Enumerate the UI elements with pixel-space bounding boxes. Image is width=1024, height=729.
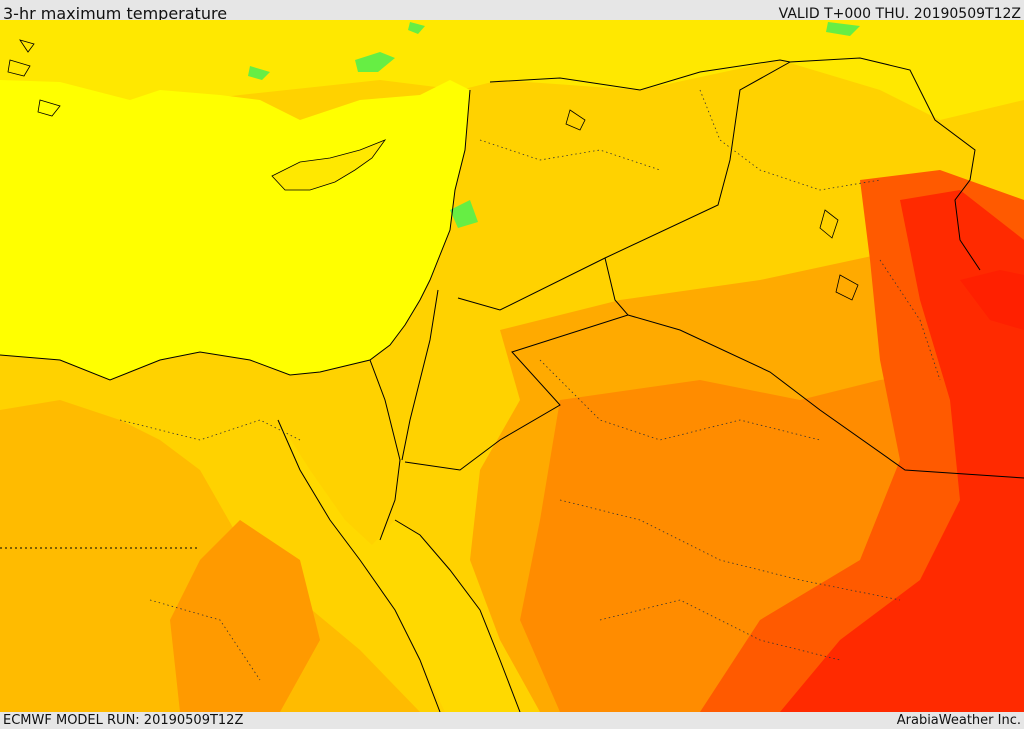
province-borders (119, 89, 941, 681)
coastline-east-med (0, 89, 471, 381)
persian-gulf (960, 270, 1024, 330)
coastline-red-sea-west (277, 419, 441, 712)
credit-label: ArabiaWeather Inc. (896, 713, 1021, 728)
red-sea (278, 420, 520, 712)
map-title: 3-hr maximum temperature (3, 4, 228, 23)
green-patch-3 (408, 22, 425, 34)
green-patch-4 (826, 22, 860, 36)
green-patch-1 (355, 52, 395, 72)
egypt-hot-patch (170, 520, 320, 712)
gulf-extreme (780, 190, 1024, 712)
aegean-islands (7, 39, 859, 301)
border-egypt-israel (369, 359, 401, 541)
cyprus-island (271, 139, 387, 191)
coastline-red-sea-east (394, 519, 521, 712)
green-patch-5 (450, 200, 478, 228)
border-jordan-valley (401, 289, 439, 461)
borders-layer (0, 57, 1024, 712)
north-land-cool (0, 20, 1024, 120)
border-jordan (404, 257, 629, 471)
top-bar: 3-hr maximum temperature VALID T+000 THU… (0, 0, 1024, 23)
valid-time: VALID T+000 THU. 20190509T12Z (778, 6, 1021, 22)
border-iraq-iran (789, 57, 981, 271)
border-saudi-iraq (627, 314, 1024, 479)
green-patch-2 (248, 66, 270, 80)
bottom-bar: ECMWF MODEL RUN: 20190509T12Z ArabiaWeat… (0, 712, 1024, 729)
model-run-label: ECMWF MODEL RUN: 20190509T12Z (3, 713, 244, 728)
temperature-map[interactable] (0, 20, 1024, 712)
border-syria (457, 59, 792, 311)
map-svg (0, 20, 1024, 712)
